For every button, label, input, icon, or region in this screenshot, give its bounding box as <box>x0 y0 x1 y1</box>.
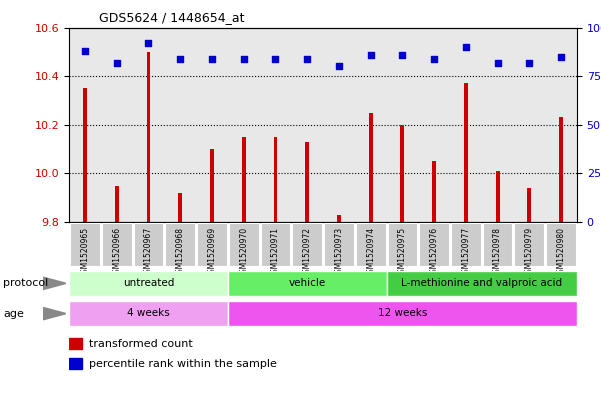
Point <box>80 48 90 54</box>
Bar <box>432 161 436 222</box>
Point <box>270 55 280 62</box>
Bar <box>356 223 385 266</box>
Point <box>366 51 376 58</box>
Bar <box>69 301 228 326</box>
Text: GSM1520975: GSM1520975 <box>398 226 407 278</box>
Bar <box>464 83 468 222</box>
Text: GSM1520968: GSM1520968 <box>175 226 185 277</box>
Bar <box>165 223 195 266</box>
Bar <box>546 223 576 266</box>
Point <box>144 40 153 46</box>
Bar <box>197 223 227 266</box>
Bar <box>559 118 563 222</box>
Bar <box>261 223 290 266</box>
Bar <box>451 223 481 266</box>
Text: age: age <box>3 309 24 319</box>
Text: GSM1520970: GSM1520970 <box>239 226 248 278</box>
Bar <box>273 137 277 222</box>
Bar <box>419 223 449 266</box>
Bar <box>147 52 150 222</box>
Polygon shape <box>43 307 66 320</box>
Point <box>302 55 312 62</box>
Bar <box>70 223 100 266</box>
Point <box>207 55 217 62</box>
Text: GSM1520974: GSM1520974 <box>366 226 375 278</box>
Text: vehicle: vehicle <box>288 278 326 288</box>
Text: GSM1520978: GSM1520978 <box>493 226 502 277</box>
Text: GSM1520973: GSM1520973 <box>334 226 343 278</box>
Point <box>429 55 439 62</box>
Bar <box>69 358 82 369</box>
Text: protocol: protocol <box>3 278 48 288</box>
Bar <box>292 223 322 266</box>
Text: GSM1520965: GSM1520965 <box>81 226 90 278</box>
Bar <box>133 223 163 266</box>
Polygon shape <box>43 277 66 290</box>
Bar <box>386 271 577 296</box>
Text: untreated: untreated <box>123 278 174 288</box>
Text: GSM1520979: GSM1520979 <box>525 226 534 278</box>
Bar <box>69 338 82 349</box>
Point <box>334 63 344 70</box>
Bar <box>369 113 373 222</box>
Bar <box>178 193 182 222</box>
Text: L-methionine and valproic acid: L-methionine and valproic acid <box>401 278 563 288</box>
Bar <box>83 88 87 222</box>
Point <box>525 59 534 66</box>
Text: 4 weeks: 4 weeks <box>127 308 170 318</box>
Bar <box>388 223 417 266</box>
Bar <box>102 223 132 266</box>
Text: transformed count: transformed count <box>89 339 193 349</box>
Bar <box>528 188 531 222</box>
Bar <box>210 149 214 222</box>
Text: GSM1520971: GSM1520971 <box>271 226 280 277</box>
Point <box>461 44 471 50</box>
Point <box>239 55 248 62</box>
Bar <box>242 137 246 222</box>
Text: 12 weeks: 12 weeks <box>377 308 427 318</box>
Bar <box>228 301 577 326</box>
Point <box>112 59 121 66</box>
Bar <box>337 215 341 222</box>
Bar <box>324 223 354 266</box>
Text: GSM1520967: GSM1520967 <box>144 226 153 278</box>
Bar <box>400 125 404 222</box>
Point <box>175 55 185 62</box>
Text: GSM1520976: GSM1520976 <box>430 226 439 278</box>
Bar <box>115 185 118 222</box>
Text: GSM1520966: GSM1520966 <box>112 226 121 278</box>
Bar <box>514 223 544 266</box>
Bar <box>496 171 499 222</box>
Bar <box>228 271 386 296</box>
Bar <box>69 271 228 296</box>
Point <box>557 53 566 60</box>
Text: GSM1520977: GSM1520977 <box>462 226 471 278</box>
Text: GSM1520972: GSM1520972 <box>303 226 312 277</box>
Text: GDS5624 / 1448654_at: GDS5624 / 1448654_at <box>99 11 245 24</box>
Point <box>398 51 407 58</box>
Text: GSM1520969: GSM1520969 <box>207 226 216 278</box>
Text: percentile rank within the sample: percentile rank within the sample <box>89 358 277 369</box>
Point <box>493 59 502 66</box>
Bar <box>229 223 258 266</box>
Bar <box>305 142 309 222</box>
Text: GSM1520980: GSM1520980 <box>557 226 566 277</box>
Bar <box>483 223 513 266</box>
